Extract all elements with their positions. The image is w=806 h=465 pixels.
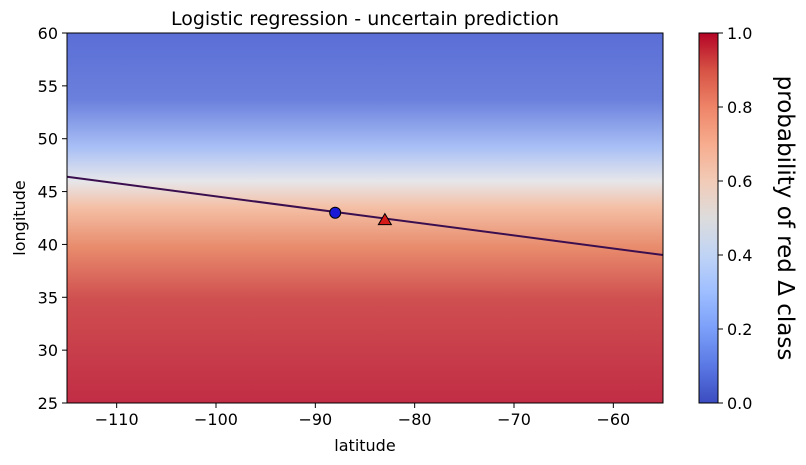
y-tick-label: 50	[38, 130, 58, 149]
probability-heatmap	[67, 33, 663, 403]
x-tick-label: −70	[497, 410, 531, 429]
plot-frame	[66, 32, 664, 404]
red-triangle-point	[377, 212, 393, 226]
colorbar-tick-label: 0.8	[727, 98, 752, 117]
y-axis-ticks: 25 30 35 40 45 50 55 60	[38, 24, 67, 413]
y-tick-label: 30	[38, 341, 58, 360]
colorbar-tick-label: 0.6	[727, 172, 752, 191]
y-axis-label: longitude	[10, 180, 29, 255]
colorbar-tick-label: 0.0	[727, 394, 752, 413]
colorbar-tick-label: 0.2	[727, 320, 752, 339]
decision-boundary-line	[66, 175, 664, 256]
colorbar-ticks: 0.0 0.2 0.4 0.6 0.8 1.0	[718, 24, 752, 413]
x-tick-label: −90	[298, 410, 332, 429]
y-tick-label: 45	[38, 183, 58, 202]
y-tick-label: 60	[38, 24, 58, 43]
y-tick-label: 40	[38, 235, 58, 254]
x-tick-label: −60	[596, 410, 630, 429]
colorbar-tick-label: 1.0	[727, 24, 752, 43]
y-tick-label: 55	[38, 77, 58, 96]
x-axis-label: latitude	[334, 436, 395, 455]
y-tick-label: 35	[38, 288, 58, 307]
x-tick-label: −100	[194, 410, 238, 429]
colorbar-label: probability of red Δ class	[772, 76, 798, 361]
x-tick-label: −110	[95, 410, 139, 429]
chart-title: Logistic regression - uncertain predicti…	[171, 8, 559, 30]
x-tick-label: −80	[398, 410, 432, 429]
blue-circle-point	[329, 206, 342, 219]
x-axis-ticks: −110 −100 −90 −80 −70 −60	[95, 403, 630, 429]
colorbar	[698, 32, 719, 404]
y-tick-label: 25	[38, 394, 58, 413]
colorbar-tick-label: 0.4	[727, 246, 752, 265]
